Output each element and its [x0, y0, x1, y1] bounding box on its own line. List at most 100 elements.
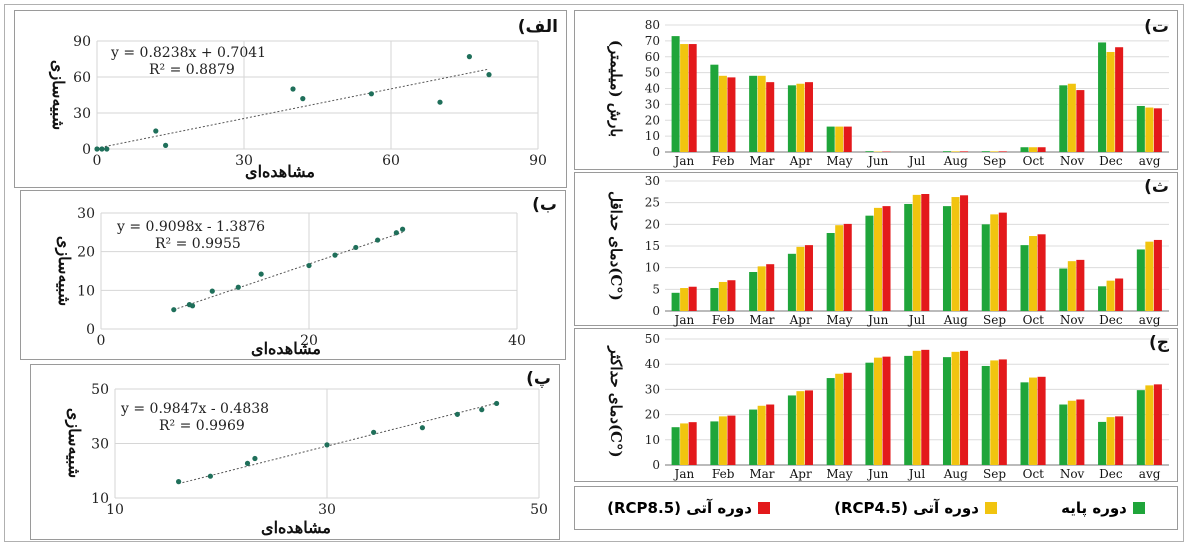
bar-rcp85: [804, 82, 813, 152]
bar-rcp45: [835, 126, 844, 152]
bar-rcp45: [680, 288, 689, 311]
data-point: [393, 230, 399, 236]
panel-alef: 0 30 60 90 0 30 60 90 y = 0.8238x + 0.7041 R² = 0…: [14, 10, 567, 188]
y-tick-label: 10: [77, 283, 95, 299]
bar-base: [1098, 42, 1107, 152]
bar-rcp45: [757, 405, 766, 465]
panel-te: 0 10 20 30 40 50 60 70 80 Jan Feb Mar Apr May Jun Jul Au…: [574, 10, 1178, 170]
bar-base: [981, 224, 990, 311]
bar-rcp85: [1115, 47, 1124, 152]
y-tick-label: 20: [645, 217, 660, 231]
bar-base: [1136, 390, 1145, 465]
data-point: [466, 54, 472, 60]
bar-base: [826, 233, 835, 311]
y-tick-label: 10: [645, 129, 660, 143]
bar-base: [1136, 105, 1145, 152]
bar-base: [826, 378, 835, 465]
bar-rcp85: [921, 194, 930, 311]
x-tick-label: 40: [508, 333, 526, 349]
y-tick-label: 20: [645, 408, 660, 422]
y-tick-label: 10: [645, 261, 660, 275]
bar-base: [749, 409, 758, 465]
bar-rcp85: [727, 280, 736, 311]
data-point: [486, 72, 492, 78]
bar-rcp45: [796, 83, 805, 152]
y-tick-label: 20: [77, 245, 95, 261]
x-tick-label: Jun: [866, 467, 889, 481]
bar-chart-the: 0 5 10 15 20 25 30 Jan Feb Mar Apr May Jun Jul Aug Sep O…: [607, 174, 1169, 327]
bar-base: [710, 288, 719, 311]
y-tick-label: 30: [645, 174, 660, 188]
x-tick-label: Nov: [1060, 154, 1085, 168]
trendline: [173, 231, 403, 311]
y-tick-label: 0: [86, 322, 95, 338]
legend-item-base: دوره پایه: [1061, 499, 1145, 517]
bar-base: [942, 151, 952, 152]
data-point: [163, 142, 169, 148]
equation-label: y = 0.9847x - 0.4838: [120, 401, 269, 417]
bar-rcp45: [1145, 107, 1154, 152]
bar-base: [671, 292, 680, 311]
y-tick-label: 0: [652, 304, 660, 318]
bar-rcp45: [835, 225, 844, 311]
bar-base: [1020, 245, 1029, 311]
panel-label-the: ث): [1144, 177, 1169, 197]
data-point: [375, 237, 381, 243]
x-tick-label: Mar: [749, 154, 774, 168]
bar-base: [787, 253, 796, 311]
x-tick-label: Aug: [943, 467, 968, 481]
data-point: [300, 96, 306, 102]
panel-label-pe: پ): [526, 369, 551, 389]
bar-rcp85: [1037, 234, 1046, 311]
bar-rcp85: [1153, 239, 1162, 311]
bar-base: [749, 272, 758, 311]
bar-rcp85: [882, 356, 891, 465]
bar-rcp45: [1067, 261, 1076, 311]
y-tick-label: 5: [652, 282, 660, 296]
x-tick-label: Nov: [1060, 467, 1085, 481]
x-tick-label: avg: [1139, 313, 1161, 327]
x-tick-label: Jul: [907, 313, 926, 327]
data-point: [189, 303, 196, 309]
y-tick-label: 30: [645, 97, 660, 111]
x-tick-label: Dec: [1099, 313, 1123, 327]
equation-label: y = 0.8238x + 0.7041: [110, 45, 266, 61]
x-tick-label: Mar: [749, 467, 774, 481]
data-point: [371, 429, 377, 435]
y-tick-label: 0: [652, 458, 660, 472]
bar-rcp45: [718, 416, 727, 465]
y-tick-label: 30: [73, 106, 91, 122]
bar-rcp85: [998, 359, 1007, 465]
legend-item-rcp45: دوره آتی (RCP4.5): [834, 499, 997, 517]
bar-rcp45: [1106, 417, 1115, 465]
bar-rcp85: [688, 286, 697, 311]
data-point: [479, 407, 485, 413]
panel-pe: 10 30 50 10 30 50 y = 0.9847x - 0.4838 R² = 0.9…: [30, 364, 560, 540]
panel-the: 0 5 10 15 20 25 30 Jan Feb Mar Apr May Jun Jul Aug Sep O…: [574, 172, 1178, 327]
bar-rcp45: [912, 194, 921, 311]
y-tick-label: 60: [73, 70, 91, 86]
bar-rcp45: [1145, 385, 1154, 465]
y-tick-label: 30: [77, 206, 95, 222]
bar-base: [981, 365, 990, 465]
bar-rcp45: [951, 151, 960, 152]
bar-rcp45: [1029, 377, 1038, 465]
panel-label-alef: الف): [517, 17, 558, 37]
bar-rcp45: [1029, 147, 1038, 152]
x-tick-label: Aug: [943, 154, 968, 168]
x-tick-label: 90: [529, 153, 547, 169]
data-point: [171, 307, 177, 313]
x-tick-label: Jan: [673, 467, 695, 481]
panel-label-jim: ج): [1148, 333, 1169, 353]
bar-base: [904, 355, 913, 465]
data-point: [99, 146, 105, 152]
bar-rcp85: [1115, 416, 1124, 465]
data-point: [353, 244, 359, 251]
x-tick-label: May: [826, 154, 852, 168]
panel-label-te: ت): [1144, 17, 1169, 37]
bar-base: [710, 421, 719, 465]
y-axis-label: شبیه‌سازی: [64, 408, 84, 478]
bar-base: [1059, 268, 1068, 311]
